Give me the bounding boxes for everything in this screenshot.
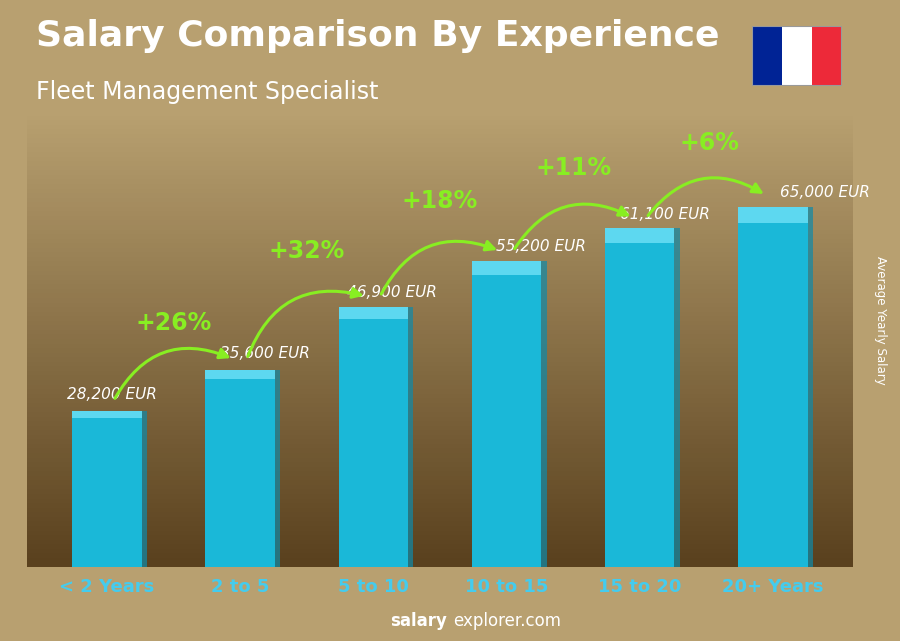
Bar [752,26,781,86]
Text: +32%: +32% [268,239,345,263]
Text: +18%: +18% [401,189,478,213]
Bar [472,261,541,567]
Text: Average Yearly Salary: Average Yearly Salary [874,256,886,385]
Bar [807,206,813,567]
Bar [781,26,812,86]
Text: Fleet Management Specialist: Fleet Management Specialist [36,80,379,104]
Bar [205,370,274,379]
Bar [605,228,674,567]
Text: 55,200 EUR: 55,200 EUR [496,239,586,254]
Bar [338,307,408,319]
Bar [674,228,680,567]
Text: 28,200 EUR: 28,200 EUR [67,387,157,403]
Text: explorer.com: explorer.com [453,612,561,630]
Text: 65,000 EUR: 65,000 EUR [779,185,869,200]
Bar [141,411,147,567]
Text: +26%: +26% [135,311,212,335]
Text: 61,100 EUR: 61,100 EUR [620,206,709,222]
Bar [472,261,541,275]
Bar [605,228,674,244]
Bar [738,206,807,567]
Bar [205,370,274,567]
Text: Salary Comparison By Experience: Salary Comparison By Experience [36,19,719,53]
Text: +11%: +11% [536,156,611,179]
Bar [274,370,280,567]
Text: +6%: +6% [679,131,739,154]
Bar [541,261,546,567]
Bar [408,307,413,567]
Bar [812,26,842,86]
Bar [72,411,141,418]
Bar [338,307,408,567]
Bar [72,411,141,567]
Text: salary: salary [391,612,447,630]
Text: 35,600 EUR: 35,600 EUR [220,346,310,362]
Bar [738,206,807,223]
Text: 46,900 EUR: 46,900 EUR [346,285,436,301]
